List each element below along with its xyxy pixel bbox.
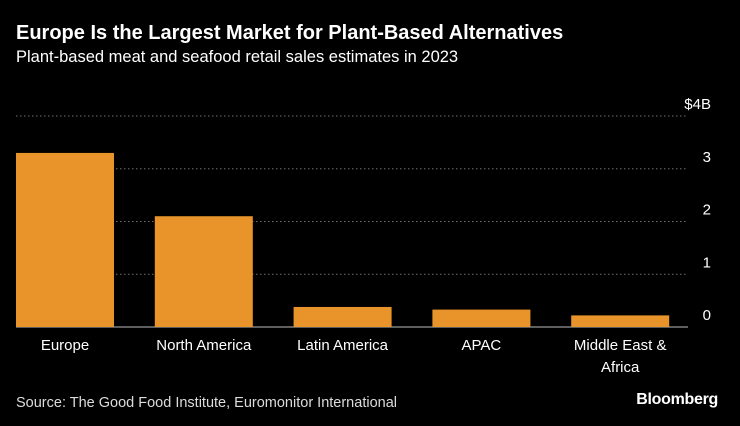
- x-tick-label: Europe: [41, 337, 89, 354]
- x-tick-label: APAC: [462, 337, 502, 354]
- gridlines: [16, 115, 688, 328]
- x-tick-label: Latin America: [297, 337, 389, 354]
- y-tick-label: 3: [703, 149, 711, 166]
- bars: [16, 152, 670, 327]
- bar-middle-east-africa: [571, 315, 670, 327]
- y-tick-label: 1: [703, 254, 711, 271]
- y-tick-label: 0: [703, 307, 711, 324]
- source-note: Source: The Good Food Institute, Euromon…: [16, 395, 397, 411]
- y-tick-label: $4B: [684, 96, 711, 113]
- x-tick-label: Middle East & Africa: [574, 337, 667, 376]
- y-axis-ticks: 0 1 2 3 $4B: [684, 96, 711, 324]
- bloomberg-logo: Bloomberg: [636, 391, 718, 408]
- chart-subtitle: Plant-based meat and seafood retail sale…: [16, 48, 459, 66]
- chart-title: Europe Is the Largest Market for Plant-B…: [16, 22, 564, 44]
- x-axis-ticks: Europe North America Latin America APAC Midd…: [41, 337, 667, 376]
- y-tick-label: 2: [703, 202, 711, 219]
- x-tick-label: North America: [156, 337, 252, 354]
- bar-apac: [432, 309, 531, 327]
- bar-europe: [16, 152, 114, 327]
- bar-north-america: [154, 216, 253, 327]
- bar-latin-america: [293, 306, 392, 327]
